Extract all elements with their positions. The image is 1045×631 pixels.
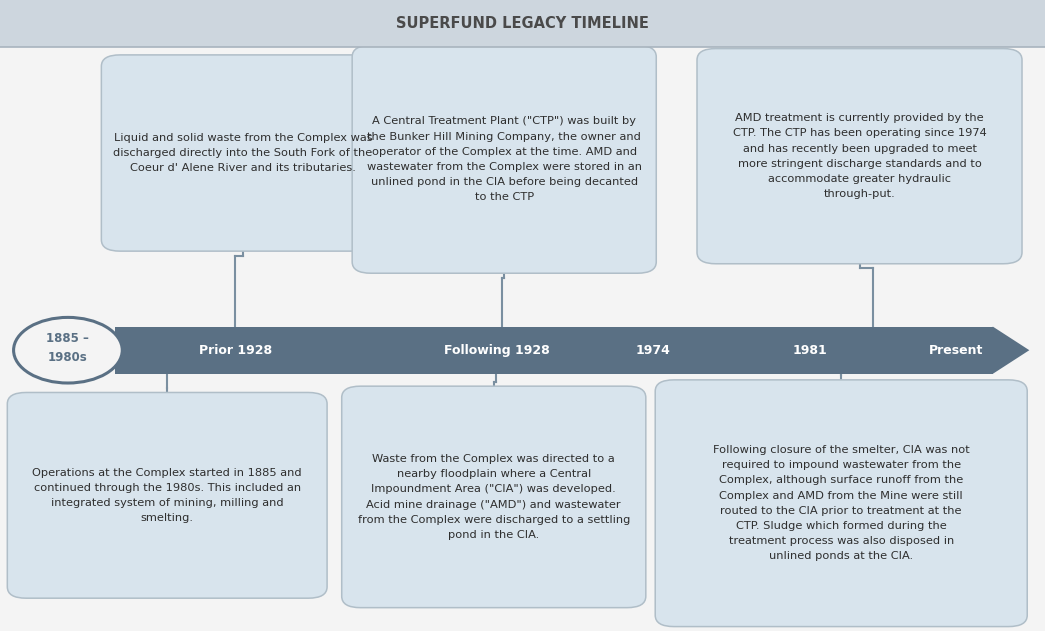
Text: A Central Treatment Plant ("CTP") was built by
the Bunker Hill Mining Company, t: A Central Treatment Plant ("CTP") was bu… <box>367 116 642 203</box>
FancyBboxPatch shape <box>697 49 1022 264</box>
Text: Liquid and solid waste from the Complex was
discharged directly into the South F: Liquid and solid waste from the Complex … <box>113 133 373 174</box>
Text: Operations at the Complex started in 1885 and
continued through the 1980s. This : Operations at the Complex started in 188… <box>32 468 302 523</box>
Text: 1974: 1974 <box>635 344 671 357</box>
FancyBboxPatch shape <box>115 326 993 374</box>
Text: Following 1928: Following 1928 <box>443 344 550 357</box>
FancyBboxPatch shape <box>101 55 385 251</box>
FancyBboxPatch shape <box>352 45 656 273</box>
Text: AMD treatment is currently provided by the
CTP. The CTP has been operating since: AMD treatment is currently provided by t… <box>733 113 986 199</box>
Text: SUPERFUND LEGACY TIMELINE: SUPERFUND LEGACY TIMELINE <box>396 16 649 31</box>
FancyBboxPatch shape <box>7 392 327 598</box>
Circle shape <box>14 317 122 383</box>
Text: Prior 1928: Prior 1928 <box>199 344 272 357</box>
FancyBboxPatch shape <box>0 0 1045 47</box>
Polygon shape <box>993 305 1029 395</box>
Text: Present: Present <box>929 344 983 357</box>
FancyBboxPatch shape <box>342 386 646 608</box>
Text: 1885 –
1980s: 1885 – 1980s <box>46 333 90 364</box>
FancyBboxPatch shape <box>655 380 1027 627</box>
Text: Following closure of the smelter, CIA was not
required to impound wastewater fro: Following closure of the smelter, CIA wa… <box>713 445 970 562</box>
Text: 1981: 1981 <box>792 344 828 357</box>
Text: Waste from the Complex was directed to a
nearby floodplain where a Central
Impou: Waste from the Complex was directed to a… <box>357 454 630 540</box>
